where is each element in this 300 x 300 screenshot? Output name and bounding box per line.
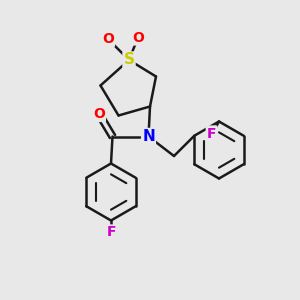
Text: F: F xyxy=(207,127,216,140)
Text: O: O xyxy=(132,31,144,44)
Text: O: O xyxy=(93,107,105,121)
Text: N: N xyxy=(142,129,155,144)
Text: S: S xyxy=(124,52,134,68)
Text: O: O xyxy=(102,32,114,46)
Text: F: F xyxy=(106,226,116,239)
